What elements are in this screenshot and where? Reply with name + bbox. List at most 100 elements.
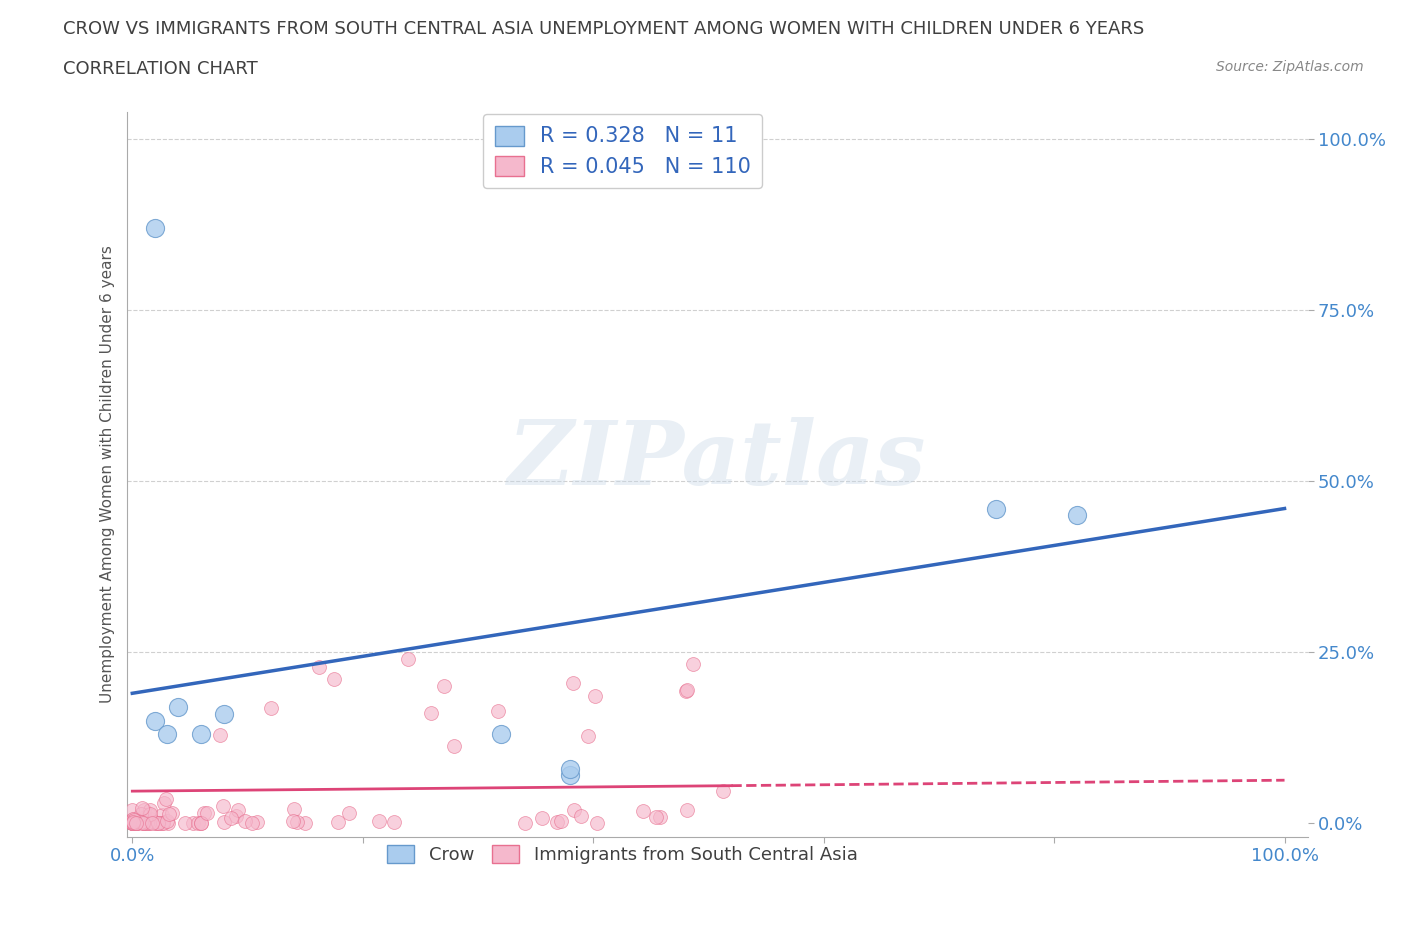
Point [157,806,180,821]
Point [560,768,582,783]
Point [121,812,143,827]
Point [322,671,344,686]
Point [143,220,166,235]
Point [131,801,153,816]
Point [209,727,232,742]
Point [121,815,143,830]
Point [219,811,242,826]
Point [576,728,599,743]
Point [150,816,173,830]
Text: CORRELATION CHART: CORRELATION CHART [63,60,259,78]
Point [150,808,173,823]
Point [986,501,1008,516]
Point [562,675,585,690]
Point [121,816,143,830]
Point [139,806,162,821]
Text: Source: ZipAtlas.com: Source: ZipAtlas.com [1216,60,1364,74]
Point [134,810,156,825]
Point [283,801,305,816]
Point [132,815,155,830]
Point [125,816,148,830]
Point [141,812,163,827]
Point [443,739,465,754]
Point [122,815,145,830]
Point [644,810,666,825]
Point [419,705,441,720]
Point [129,815,152,830]
Point [246,815,269,830]
Text: CROW VS IMMIGRANTS FROM SOUTH CENTRAL ASIA UNEMPLOYMENT AMONG WOMEN WITH CHILDRE: CROW VS IMMIGRANTS FROM SOUTH CENTRAL AS… [63,20,1144,38]
Point [121,816,143,830]
Point [131,815,153,830]
Point [122,816,145,830]
Point [190,727,212,742]
Point [631,804,654,819]
Point [146,816,169,830]
Point [285,815,308,830]
Point [308,660,330,675]
Point [153,796,176,811]
Point [122,815,145,830]
Point [127,814,149,829]
Point [124,813,146,828]
Point [225,809,247,824]
Point [193,806,215,821]
Point [141,816,163,830]
Point [550,814,572,829]
Point [214,707,236,722]
Point [142,815,165,830]
Point [212,815,235,830]
Point [195,805,218,820]
Point [156,727,179,742]
Point [433,679,456,694]
Point [337,806,360,821]
Point [562,803,585,817]
Point [160,805,183,820]
Point [281,814,304,829]
Point [124,816,146,830]
Point [121,816,143,830]
Point [143,713,166,728]
Point [148,816,170,830]
Point [382,815,405,830]
Point [260,700,283,715]
Point [190,816,212,830]
Point [132,816,155,830]
Point [127,816,149,830]
Point [560,761,582,776]
Point [648,810,671,825]
Point [187,816,209,830]
Point [489,727,512,742]
Point [132,816,155,830]
Point [121,814,143,829]
Point [682,657,704,671]
Point [676,803,699,817]
Point [711,784,734,799]
Point [569,809,592,824]
Point [136,815,159,830]
Point [226,803,249,817]
Point [125,816,148,830]
Point [121,812,143,827]
Point [134,816,156,830]
Text: ZIPatlas: ZIPatlas [509,417,925,503]
Point [167,699,190,714]
Point [583,689,606,704]
Point [675,684,697,698]
Point [128,814,150,829]
Point [211,798,233,813]
Point [124,814,146,829]
Point [156,814,179,829]
Point [155,791,177,806]
Point [136,816,159,830]
Point [1066,508,1088,523]
Point [486,703,509,718]
Point [190,816,212,830]
Point [121,803,143,817]
Point [145,816,167,830]
Y-axis label: Unemployment Among Women with Children Under 6 years: Unemployment Among Women with Children U… [100,246,115,703]
Point [181,815,204,830]
Point [138,803,160,817]
Point [173,816,195,830]
Point [121,815,143,830]
